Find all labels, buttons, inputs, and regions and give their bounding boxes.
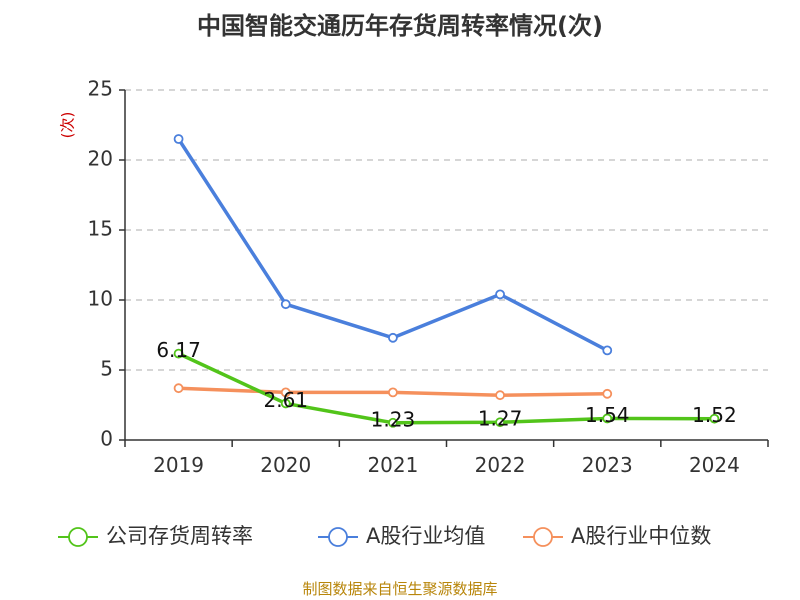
x-tick-label-2019: 2019 [153,453,204,477]
legend-item-0: 公司存货周转率 [58,524,253,548]
data-label-layer: 6.17 2.61 1.23 1.27 1.54 1.52 [156,338,736,431]
x-tick-label-2024: 2024 [689,453,740,477]
series-layer [173,134,720,428]
series-1-point-2020 [280,299,291,310]
series-2-point-2021 [388,387,398,398]
x-tick-label-2020: 2020 [260,453,311,477]
axis-layer: 0 5 10 15 20 25 2019 2020 2021 2022 2023 2024 [88,77,769,477]
source-note: 制图数据来自恒生聚源数据库 [302,580,497,598]
y-tick-label-1: 5 [100,357,113,381]
chart-title: 中国智能交通历年存货周转率情况(次) [197,12,603,40]
x-tick-label-2021: 2021 [367,453,418,477]
y-axis-unit-label: (次) [59,112,77,139]
data-label-2020: 2.61 [263,388,308,412]
series-2-point-2020 [280,387,291,398]
series-1-point-2019 [173,134,184,144]
series-0-point-2024 [709,413,720,424]
legend-label-1: A股行业均值 [366,524,485,548]
grid-layer [125,89,768,371]
series-2-point-2022 [495,390,505,401]
legend-marker-2 [533,527,553,547]
x-tick-label-2022: 2022 [475,453,526,477]
series-2-point-2023 [602,388,613,399]
legend-marker-0 [68,527,88,547]
series-line-1 [176,137,609,353]
series-0-point-2020 [280,398,291,409]
y-tick-label-2: 10 [88,287,113,311]
series-0-point-2023 [602,413,613,424]
legend-marker-1 [328,527,348,547]
series-0-point-2021 [388,417,398,428]
data-label-2023: 1.54 [585,403,630,427]
x-tick-label-2023: 2023 [582,453,633,477]
y-tick-label-5: 25 [88,77,113,101]
legend-item-2: A股行业中位数 [523,524,711,548]
data-label-2019: 6.17 [156,338,201,362]
legend-item-1: A股行业均值 [318,524,485,548]
series-1-point-2021 [388,332,398,343]
y-tick-label-0: 0 [100,427,113,451]
series-0-point-2019 [173,348,184,359]
data-label-2021: 1.23 [371,407,416,431]
series-1-point-2023 [602,345,613,356]
data-label-2022: 1.27 [478,407,523,431]
data-label-2024: 1.52 [692,403,737,427]
series-line-0 [176,351,717,425]
legend: 公司存货周转率 A股行业均值 A股行业中位数 [58,524,711,548]
series-0-point-2022 [495,417,505,428]
series-1-point-2022 [495,289,505,300]
legend-label-0: 公司存货周转率 [106,524,253,548]
legend-label-2: A股行业中位数 [571,524,711,548]
y-tick-label-4: 20 [88,147,113,171]
y-tick-label-3: 15 [88,217,113,241]
series-2-point-2019 [173,383,184,394]
